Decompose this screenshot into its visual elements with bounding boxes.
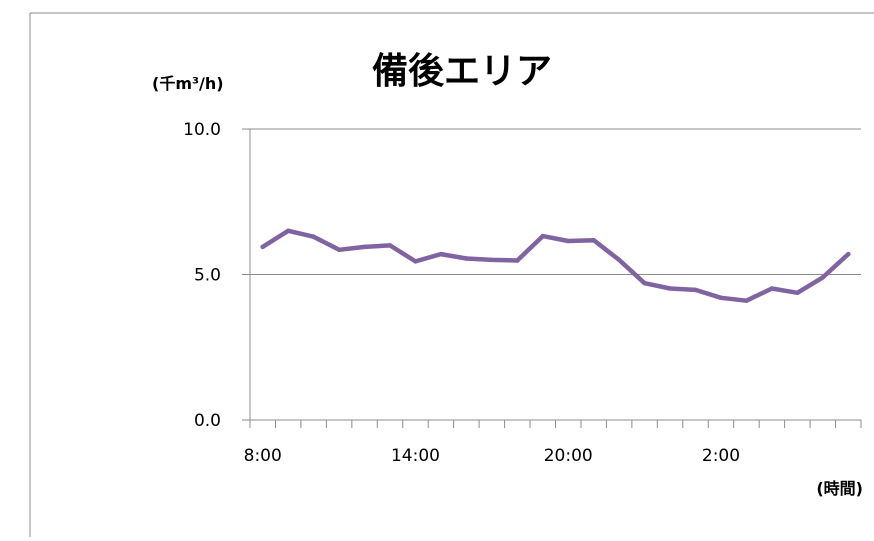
data-point [795, 290, 800, 296]
tick-label-layer: 0.0 5.0 10.0 8:00 14:00 20:00 2:00 [183, 120, 740, 466]
data-point [464, 256, 469, 261]
chart-title: 備後エリア [372, 51, 552, 92]
x-tick-label: 2:00 [702, 446, 740, 466]
y-axis-unit-label: (千m³/h) [152, 74, 224, 93]
data-point [438, 251, 444, 257]
data-point [489, 257, 495, 263]
data-point [846, 251, 851, 257]
data-point [260, 244, 265, 250]
data-point [566, 238, 571, 244]
series-layer [260, 228, 851, 303]
data-point [362, 244, 367, 250]
x-axis-label: (時間) [816, 479, 863, 498]
data-point [744, 298, 749, 303]
data-point [540, 233, 545, 239]
data-point [769, 286, 775, 291]
y-tick-label: 5.0 [194, 266, 221, 286]
x-tick-label: 8:00 [244, 446, 282, 466]
axis-layer [249, 129, 862, 428]
data-point [591, 237, 596, 243]
series-line [260, 228, 851, 303]
data-point [616, 257, 622, 263]
data-point [285, 228, 291, 234]
y-tick-label: 0.0 [194, 411, 221, 431]
data-point [820, 275, 826, 280]
data-point [642, 281, 647, 286]
data-point [515, 258, 520, 263]
data-point [336, 247, 342, 252]
data-point [718, 295, 724, 300]
data-point [693, 287, 698, 293]
x-tick-label: 14:00 [391, 446, 440, 466]
x-tick-label: 20:00 [544, 446, 593, 466]
y-tick-label: 10.0 [183, 120, 221, 140]
data-point [413, 259, 418, 264]
data-point [387, 243, 393, 248]
data-point [667, 286, 673, 291]
grid-layer [242, 128, 861, 421]
data-point [311, 234, 316, 239]
